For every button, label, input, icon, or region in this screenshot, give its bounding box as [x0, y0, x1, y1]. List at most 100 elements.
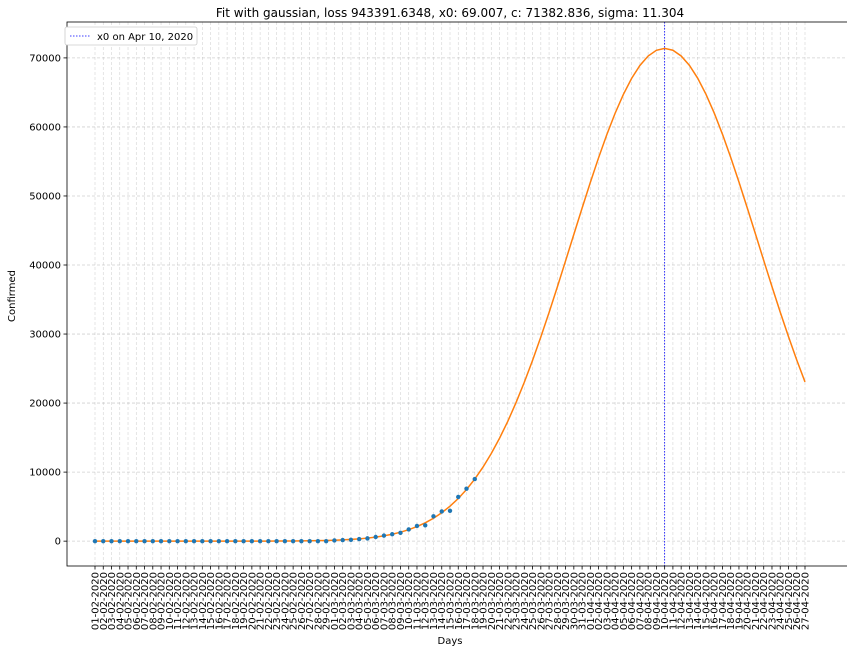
data-point [167, 538, 172, 544]
y-tick-label: 60000 [29, 122, 61, 133]
gaussian-fit-line [95, 47, 806, 542]
data-point [406, 527, 411, 532]
data-point [464, 486, 469, 491]
x-tick-label: 28-02-2020 [313, 572, 324, 630]
x-tick-label: 29-03-2020 [561, 572, 572, 630]
x-tick-label: 04-03-2020 [355, 572, 366, 630]
x-tick-label: 22-03-2020 [503, 572, 514, 630]
x-tick-label: 25-04-2020 [784, 572, 795, 630]
x-tick-label: 17-03-2020 [462, 572, 473, 630]
x-tick-label: 22-02-2020 [264, 572, 275, 630]
x-tick-label: 01-02-2020 [91, 572, 102, 630]
y-tick-label: 30000 [29, 330, 61, 341]
x-tick-label: 18-04-2020 [726, 572, 737, 630]
x-tick-label: 12-04-2020 [677, 572, 688, 630]
x-tick-label: 26-04-2020 [792, 572, 803, 630]
x-tick-label: 13-04-2020 [685, 572, 696, 630]
y-tick-label: 50000 [29, 191, 61, 202]
data-point [125, 538, 131, 544]
data-point [142, 538, 147, 544]
x-tick-label: 16-04-2020 [710, 572, 721, 630]
x-tick-label: 08-04-2020 [644, 572, 655, 630]
x-tick-label: 27-03-2020 [545, 572, 556, 630]
data-point [348, 537, 354, 542]
x-tick-label: 11-03-2020 [412, 572, 423, 630]
x-tick-label: 16-03-2020 [454, 572, 465, 630]
x-tick-label: 02-04-2020 [594, 572, 605, 630]
data-point [472, 476, 477, 482]
x-tick-label: 04-04-2020 [611, 572, 622, 630]
data-point [456, 494, 461, 500]
x-tick-label: 10-02-2020 [165, 572, 176, 630]
x-tick-label: 25-03-2020 [528, 572, 539, 630]
x-tick-label: 15-03-2020 [446, 572, 457, 630]
x-tick-label: 23-03-2020 [512, 572, 523, 630]
x-tick-label: 10-04-2020 [660, 572, 671, 630]
data-point [307, 538, 312, 544]
y-tick-label: 70000 [29, 53, 61, 64]
x-tick-label: 24-04-2020 [776, 572, 787, 630]
x-tick-label: 26-03-2020 [536, 572, 547, 630]
fit-line-layer [95, 47, 806, 542]
x-tick-label: 03-02-2020 [107, 572, 118, 630]
x-tick-label: 17-04-2020 [718, 572, 729, 630]
x-tick-label: 20-04-2020 [743, 572, 754, 630]
x-tick-label: 23-02-2020 [272, 572, 283, 630]
data-point [92, 538, 98, 544]
data-point [257, 538, 263, 544]
y-axis: 0 10000 20000 30000 40000 50000 60000 70000 [29, 53, 67, 548]
x-tick-label: 13-03-2020 [429, 572, 440, 630]
data-point [200, 538, 205, 544]
data-point [249, 538, 255, 544]
x-tick-label: 14-04-2020 [693, 572, 704, 630]
x-tick-label: 09-02-2020 [157, 572, 168, 630]
data-point [315, 538, 321, 544]
y-tick-label: 20000 [29, 399, 61, 410]
data-point [340, 537, 345, 543]
data-point [282, 538, 288, 544]
data-point [373, 534, 378, 540]
data-point [150, 538, 155, 544]
chart-title: Fit with gaussian, loss 943391.6348, x0:… [216, 6, 684, 20]
x-tick-label: 27-02-2020 [305, 572, 316, 630]
data-point [299, 538, 304, 544]
x-tick-label: 16-02-2020 [214, 572, 225, 630]
y-tick-label: 40000 [29, 261, 61, 272]
x-tick-label: 08-02-2020 [148, 572, 159, 630]
x-tick-label: 05-02-2020 [124, 572, 135, 630]
x-tick-label: 20-02-2020 [247, 572, 258, 630]
x-tick-label: 02-03-2020 [338, 572, 349, 630]
data-point [390, 532, 395, 537]
data-point [109, 538, 114, 544]
x-tick-label: 15-02-2020 [206, 572, 217, 630]
x-tick-label: 29-02-2020 [322, 572, 333, 630]
data-point [134, 538, 139, 544]
x-tick-label: 06-04-2020 [627, 572, 638, 630]
x-tick-label: 18-02-2020 [231, 572, 242, 630]
data-point [431, 514, 436, 519]
x-axis-label: Days [438, 636, 463, 647]
data-point [439, 509, 444, 514]
data-point [356, 536, 362, 542]
x-tick-label: 10-03-2020 [404, 572, 415, 630]
x-tick-label: 24-03-2020 [520, 572, 531, 630]
x-tick-label: 19-04-2020 [734, 572, 745, 630]
data-point [381, 533, 387, 538]
x-tick-label: 19-02-2020 [239, 572, 250, 630]
data-point [323, 538, 329, 544]
x-tick-label: 06-03-2020 [371, 572, 382, 630]
x-tick-label: 30-03-2020 [569, 572, 580, 630]
legend-label: x0 on Apr 10, 2020 [97, 32, 193, 43]
data-point [414, 523, 420, 529]
x-tick-label: 05-03-2020 [363, 572, 374, 630]
data-point [216, 538, 222, 544]
x-tick-label: 13-02-2020 [190, 572, 201, 630]
y-axis-label: Confirmed [7, 270, 18, 322]
data-point [332, 538, 337, 543]
x-tick-label: 01-04-2020 [586, 572, 597, 630]
x-tick-label: 31-03-2020 [578, 572, 589, 630]
y-tick-label: 10000 [29, 468, 61, 479]
x-tick-label: 26-02-2020 [297, 572, 308, 630]
data-point [183, 538, 189, 544]
